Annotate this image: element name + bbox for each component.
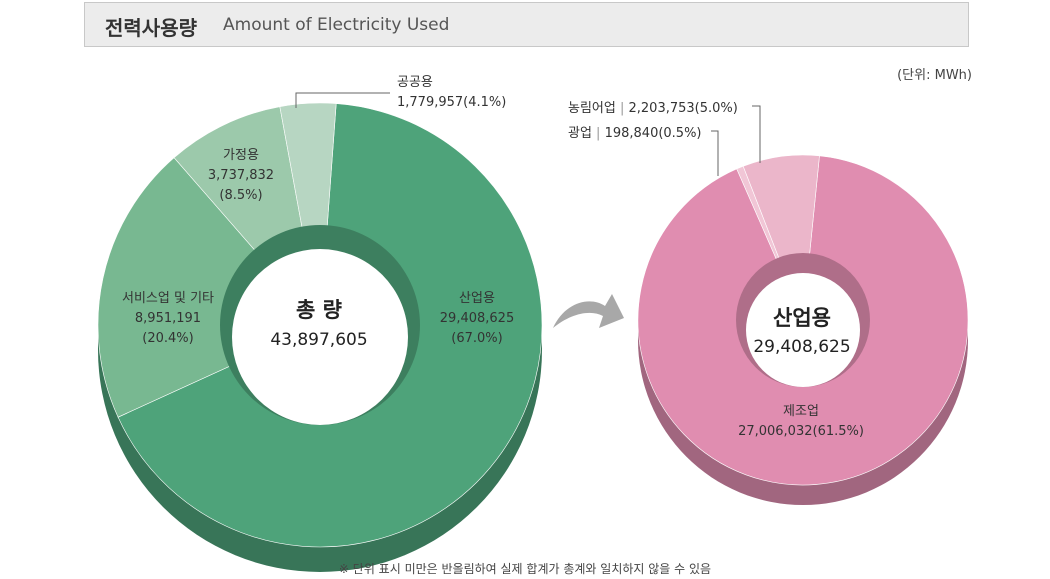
donut-hole bbox=[232, 249, 408, 425]
label-home-value: 3,737,832 bbox=[208, 168, 274, 183]
label-agri: 농림어업 | 2,203,753(5.0%) bbox=[568, 101, 738, 116]
leader-line-public bbox=[295, 92, 390, 108]
title-bar: 전력사용량 Amount of Electricity Used bbox=[84, 2, 969, 47]
center-value-industrial: 29,408,625 bbox=[753, 337, 850, 357]
label-industrial-pct: (67.0%) bbox=[451, 331, 502, 346]
chart-title: 전력사용량 bbox=[105, 16, 197, 40]
arrow-icon bbox=[553, 294, 624, 328]
leader-line-agri bbox=[752, 105, 761, 163]
footnote: ※ 단위 표시 미만은 반올림하여 실제 합계가 총계와 일치하지 않을 수 있… bbox=[338, 562, 712, 576]
slice-2 bbox=[97, 157, 321, 418]
label-manufacturing-name: 제조업 bbox=[783, 404, 819, 419]
leader-line-mining bbox=[711, 130, 719, 176]
center-title-total: 총 량 bbox=[296, 298, 342, 322]
label-manufacturing-value: 27,006,032(61.5%) bbox=[738, 424, 864, 439]
industrial-donut bbox=[637, 154, 969, 505]
label-home-name: 가정용 bbox=[223, 148, 259, 163]
label-public-value: 1,779,957(4.1%) bbox=[397, 95, 506, 110]
label-industrial-value: 29,408,625 bbox=[440, 311, 514, 326]
donut-hole bbox=[746, 273, 860, 387]
unit-label: (단위: MWh) bbox=[897, 68, 972, 83]
center-title-industrial: 산업용 bbox=[773, 306, 831, 330]
label-service-value: 8,951,191 bbox=[135, 311, 201, 326]
label-home-pct: (8.5%) bbox=[219, 188, 262, 203]
total-donut bbox=[97, 102, 543, 572]
chart-subtitle: Amount of Electricity Used bbox=[223, 15, 450, 35]
label-service-pct: (20.4%) bbox=[142, 331, 193, 346]
label-mining: 광업 | 198,840(0.5%) bbox=[568, 126, 702, 141]
label-public-name: 공공용 bbox=[397, 75, 433, 90]
label-industrial-name: 산업용 bbox=[459, 291, 495, 306]
label-service-name: 서비스업 및 기타 bbox=[122, 291, 214, 306]
center-value-total: 43,897,605 bbox=[270, 330, 367, 350]
